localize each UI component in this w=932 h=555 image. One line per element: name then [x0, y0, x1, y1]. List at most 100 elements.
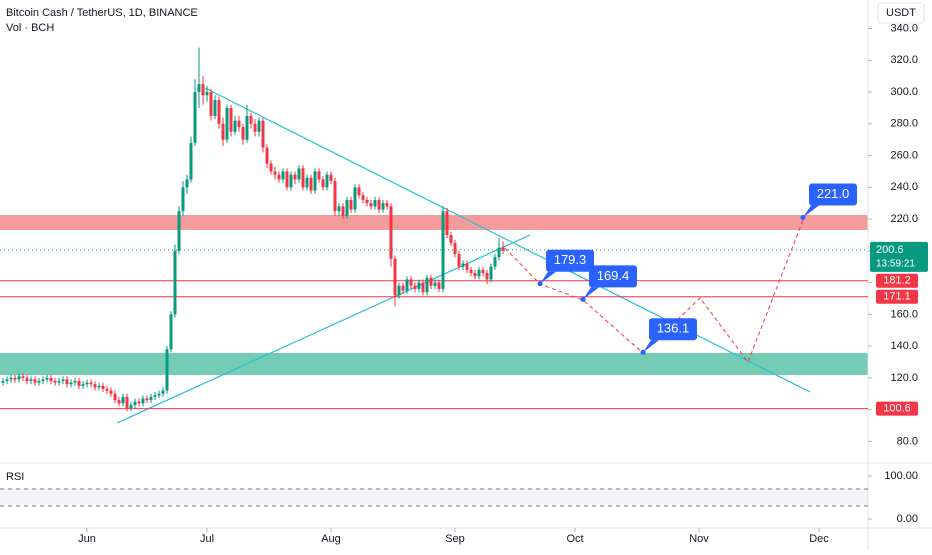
candle-body [377, 200, 381, 210]
candle [325, 171, 329, 191]
candle-body [105, 388, 109, 391]
candle [349, 196, 353, 213]
candle-body [329, 174, 333, 181]
price-level-label: 100.6 [883, 403, 911, 415]
candle-body [481, 269, 485, 274]
candle-body [365, 200, 369, 204]
candle [425, 274, 429, 296]
candle-body [213, 100, 217, 116]
target-box [809, 183, 857, 206]
candle-body [69, 382, 73, 385]
candle-body [429, 277, 433, 286]
candle-body [421, 282, 425, 293]
target-pointer [540, 271, 556, 284]
candle-body [437, 282, 441, 289]
candle-body [369, 203, 373, 207]
candle [493, 254, 497, 270]
candle-body [449, 234, 453, 243]
candle [485, 269, 489, 285]
candle-body [113, 393, 117, 401]
candle [377, 196, 381, 213]
candle-body [493, 257, 497, 267]
candle-body [17, 376, 21, 380]
candle-body [229, 107, 233, 132]
candle [225, 104, 229, 143]
candle-body [353, 187, 357, 210]
candle [333, 177, 337, 216]
candle [313, 168, 317, 194]
candle-body [53, 381, 57, 383]
candle-body [441, 211, 445, 289]
candle [365, 196, 369, 207]
candle-body [285, 171, 289, 188]
candle [33, 376, 37, 386]
candle [5, 376, 9, 385]
candle-body [245, 115, 249, 140]
x-tick-label: Sep [445, 533, 465, 545]
candle-body [49, 377, 53, 382]
candle [253, 119, 257, 137]
candle [497, 238, 501, 261]
candle [317, 168, 321, 183]
candle [53, 377, 57, 386]
candle-body [249, 115, 253, 124]
candle-body [385, 203, 389, 207]
candle-body [373, 200, 377, 207]
currency-button[interactable] [877, 2, 925, 24]
candle-body [57, 381, 61, 383]
candle-body [101, 385, 105, 389]
candle [21, 373, 25, 382]
candle [181, 180, 185, 216]
candle-body [193, 92, 197, 143]
x-tick-label: Jul [200, 533, 214, 545]
candle-body [405, 279, 409, 291]
candle-body [33, 379, 37, 383]
candle [129, 401, 133, 412]
target-pointer [643, 340, 659, 353]
candle-body [173, 250, 177, 315]
candle [293, 171, 297, 185]
candle-body [145, 398, 149, 401]
candle-body [413, 285, 417, 289]
candle [297, 165, 301, 183]
countdown: 13:59:21 [876, 259, 915, 270]
target-label: 221.0 [817, 186, 850, 201]
candle-body [393, 258, 397, 296]
x-tick-label: Nov [689, 533, 709, 545]
currency[interactable]: USDT [886, 7, 916, 19]
candle [37, 377, 41, 386]
candle [177, 206, 181, 255]
candle [289, 171, 293, 191]
candle [481, 266, 485, 277]
candle-body [29, 379, 33, 382]
candle [57, 377, 61, 386]
candle-body [497, 247, 501, 258]
candle [93, 381, 97, 391]
candle [441, 206, 445, 293]
candle-body [301, 168, 305, 188]
candle [229, 104, 233, 137]
candle-body [297, 168, 301, 180]
candle-body [21, 376, 25, 378]
candle-body [473, 273, 477, 277]
y-tick-label: 280.0 [890, 118, 918, 130]
candle-body [181, 187, 185, 212]
x-tick-label: Oct [566, 533, 583, 545]
candle-body [189, 142, 193, 180]
candle-body [489, 266, 493, 280]
candle [477, 266, 481, 280]
candle [117, 396, 121, 407]
candle-body [469, 269, 473, 274]
candle-body [41, 379, 45, 382]
candle [265, 144, 269, 169]
candle [417, 279, 421, 293]
candle [473, 269, 477, 280]
candle-body [257, 120, 261, 132]
candle-body [345, 200, 349, 216]
candle [233, 115, 237, 135]
y-tick-label: 120.0 [890, 372, 918, 384]
candle-body [233, 120, 237, 132]
candle-body [361, 195, 365, 201]
candle [341, 203, 345, 220]
candle-body [333, 180, 337, 212]
